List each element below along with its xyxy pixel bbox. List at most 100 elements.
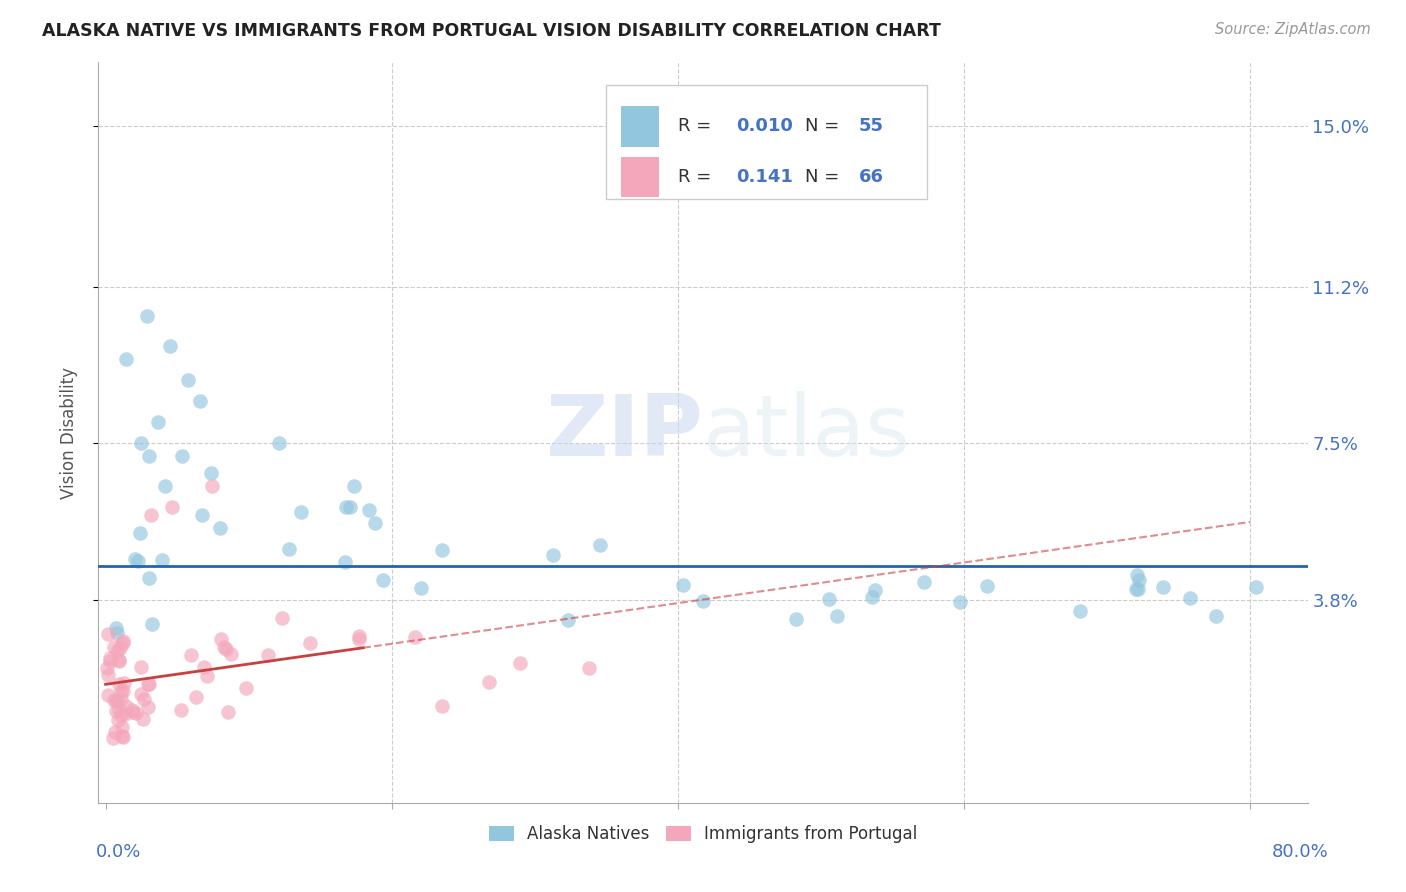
Point — [141, 508, 163, 522]
Point — [347, 632, 370, 646]
Point — [141, 616, 163, 631]
Point — [277, 541, 299, 556]
Point — [105, 644, 128, 658]
Point — [257, 648, 280, 663]
Point — [112, 636, 135, 650]
Point — [138, 677, 160, 691]
Point — [107, 653, 129, 667]
Point — [1244, 580, 1267, 594]
Point — [1152, 580, 1174, 594]
Point — [115, 351, 138, 366]
Point — [108, 703, 131, 717]
Point — [212, 640, 235, 654]
Point — [135, 310, 157, 324]
Point — [299, 636, 322, 650]
Point — [557, 613, 579, 627]
Point — [347, 629, 370, 643]
Point — [269, 436, 291, 450]
Text: R =: R = — [678, 117, 717, 135]
Point — [364, 516, 387, 530]
Point — [114, 706, 136, 721]
Point — [128, 525, 150, 540]
Point — [138, 571, 160, 585]
Point — [107, 694, 129, 708]
Point — [219, 648, 242, 662]
Point — [785, 612, 807, 626]
Point — [105, 694, 128, 708]
Point — [191, 508, 214, 522]
Point — [138, 449, 160, 463]
Point — [170, 703, 193, 717]
Point — [1178, 591, 1201, 605]
Point — [129, 687, 152, 701]
Point — [115, 698, 138, 713]
Text: 80.0%: 80.0% — [1272, 843, 1329, 861]
Point — [111, 634, 134, 648]
Point — [184, 690, 207, 704]
Point — [98, 650, 121, 665]
Point — [150, 553, 173, 567]
Point — [146, 415, 169, 429]
Point — [103, 693, 125, 707]
Point — [692, 594, 714, 608]
Point — [177, 373, 200, 387]
Point — [404, 631, 426, 645]
Text: 0.141: 0.141 — [735, 168, 793, 186]
Point — [235, 681, 257, 695]
Point — [912, 575, 935, 590]
Point — [432, 698, 454, 713]
Text: ALASKA NATIVE VS IMMIGRANTS FROM PORTUGAL VISION DISABILITY CORRELATION CHART: ALASKA NATIVE VS IMMIGRANTS FROM PORTUGA… — [42, 22, 941, 40]
FancyBboxPatch shape — [606, 85, 927, 200]
Point — [101, 731, 124, 746]
Point — [97, 688, 120, 702]
Text: 55: 55 — [859, 117, 884, 135]
Point — [290, 506, 312, 520]
Y-axis label: Vision Disability: Vision Disability — [59, 367, 77, 499]
Point — [343, 478, 366, 492]
Point — [124, 551, 146, 566]
Point — [132, 692, 155, 706]
Point — [108, 640, 131, 655]
Point — [589, 538, 612, 552]
Text: atlas: atlas — [703, 391, 911, 475]
Point — [1128, 573, 1150, 587]
Text: Source: ZipAtlas.com: Source: ZipAtlas.com — [1215, 22, 1371, 37]
Text: N =: N = — [804, 168, 845, 186]
Point — [129, 660, 152, 674]
Point — [136, 699, 159, 714]
Point — [110, 708, 132, 723]
Point — [97, 668, 120, 682]
Point — [122, 705, 145, 719]
Point — [105, 621, 128, 635]
Point — [180, 648, 202, 662]
Point — [193, 660, 215, 674]
Point — [96, 661, 118, 675]
Point — [107, 713, 129, 727]
Point — [949, 595, 972, 609]
Point — [1205, 608, 1227, 623]
Point — [129, 436, 152, 450]
Point — [112, 730, 135, 744]
Point — [132, 712, 155, 726]
Point — [217, 705, 239, 719]
Legend: Alaska Natives, Immigrants from Portugal: Alaska Natives, Immigrants from Portugal — [482, 819, 924, 850]
Point — [825, 609, 848, 624]
Point — [170, 449, 193, 463]
Point — [97, 627, 120, 641]
Point — [373, 573, 395, 587]
Point — [125, 706, 148, 720]
Point — [153, 478, 176, 492]
Point — [1125, 568, 1147, 582]
Point — [103, 640, 125, 654]
Point — [976, 579, 998, 593]
Point — [107, 654, 129, 668]
Point — [200, 466, 222, 480]
Point — [104, 724, 127, 739]
Point — [111, 683, 134, 698]
Bar — [621, 106, 659, 147]
Point — [333, 556, 356, 570]
Point — [339, 500, 361, 514]
Point — [110, 683, 132, 698]
Point — [509, 656, 531, 670]
Point — [127, 554, 149, 568]
